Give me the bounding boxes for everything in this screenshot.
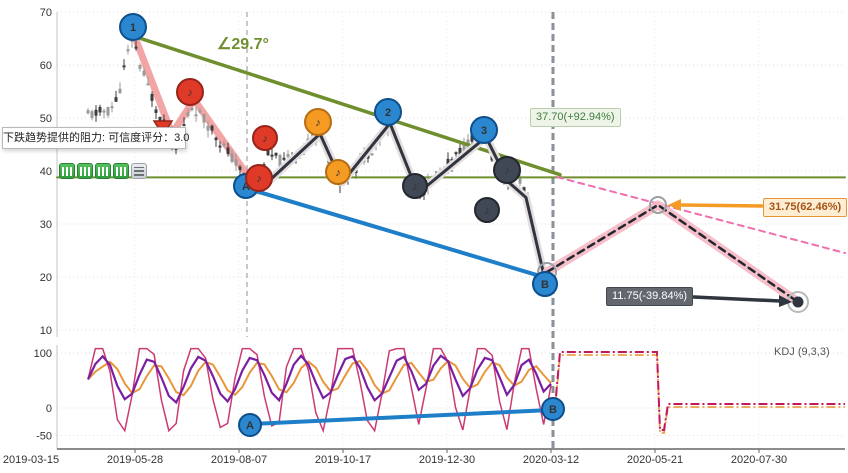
mini-kline-glyph: [116, 166, 126, 176]
target-down-arrow: [692, 295, 792, 307]
marker-label: A: [242, 181, 250, 193]
end-dot: [792, 296, 804, 308]
x-axis-label: 2019-08-07: [211, 454, 267, 466]
x-axis-label: 2020-03-12: [523, 454, 579, 466]
price-zigzag-line-glow: [254, 119, 549, 284]
price-target-mid-badge: 31.75(62.46%): [763, 198, 848, 217]
kdj-projection-magenta: [555, 351, 845, 431]
mini-kline-glyph: [80, 166, 90, 176]
kdj-projection-orange: [555, 354, 845, 434]
marker-label: ♪: [256, 173, 262, 185]
note-orange-low-marker[interactable]: ♪: [325, 159, 351, 185]
note-red-mid-marker[interactable]: ♪: [252, 125, 278, 151]
y-axis-label: 10: [40, 325, 52, 337]
marker-label: A: [246, 420, 254, 432]
mini-kline-glyph: [98, 166, 108, 176]
note-dark-low2-marker[interactable]: ♪: [474, 197, 500, 223]
kdj-k-line: [87, 354, 552, 405]
kdj-indicator-label: KDJ (9,3,3): [774, 346, 830, 358]
kdj-marker-b[interactable]: B: [541, 397, 565, 421]
wave-2-marker[interactable]: 2: [374, 98, 402, 126]
price-target-up-badge: 37.70(+92.94%): [530, 108, 621, 127]
note-red-low-marker[interactable]: ♪: [245, 164, 273, 192]
wave-b-marker[interactable]: B: [532, 271, 558, 297]
x-axis-label: 2019-12-30: [419, 454, 475, 466]
kline-pattern-icon-4[interactable]: [113, 163, 129, 179]
marker-label: ♪: [315, 117, 321, 129]
y-axis-label: 70: [40, 7, 52, 19]
target-mid-arrow: [668, 199, 764, 211]
kline-pattern-icon-3[interactable]: [95, 163, 111, 179]
kdj-y-axis-label: 0: [46, 403, 52, 415]
mini-kline-glyph: [134, 166, 144, 176]
marker-label: ♪: [504, 165, 510, 177]
candlesticks: [86, 28, 550, 286]
note-dark-low1-marker[interactable]: ♪: [402, 173, 428, 199]
note-dark-high-marker[interactable]: ♪: [493, 156, 521, 184]
trendline-angle-label: ∠29.7°: [217, 36, 269, 53]
projection-path-line: [545, 203, 800, 304]
x-axis-label: 2019-05-28: [107, 454, 163, 466]
kdj-marker-a[interactable]: A: [238, 413, 262, 437]
x-axis-label: 2020-07-30: [731, 454, 787, 466]
y-axis-label: 50: [40, 113, 52, 125]
price-target-down-badge: 11.75(-39.84%): [606, 287, 694, 306]
note-orange-high-marker[interactable]: ♪: [304, 108, 332, 136]
projection-fan-line: [556, 176, 846, 254]
ab-trendline[interactable]: [247, 187, 549, 281]
marker-label: 3: [481, 125, 487, 137]
kdj-y-axis-label: 100: [34, 348, 52, 360]
wave-1-marker[interactable]: 1: [119, 13, 147, 41]
marker-label: 1: [130, 22, 136, 34]
marker-label: ♪: [335, 167, 341, 179]
x-axis-label: 2019-10-17: [315, 454, 371, 466]
kline-pattern-icon-2[interactable]: [77, 163, 93, 179]
kline-pattern-icon-1[interactable]: [59, 163, 75, 179]
marker-label: ♪: [412, 181, 418, 193]
kdj-y-axis-label: -50: [36, 431, 52, 443]
x-axis-label: 2020-05-21: [627, 454, 683, 466]
marker-label: B: [549, 404, 557, 416]
marker-label: ♪: [187, 87, 193, 99]
x-axis-label: 2019-03-15: [3, 454, 59, 466]
y-axis-label: 20: [40, 272, 52, 284]
y-axis-label: 60: [40, 60, 52, 72]
kdj-ab-trendline[interactable]: [250, 408, 553, 426]
y-axis-label: 30: [40, 219, 52, 231]
gridlines: [57, 11, 845, 449]
kline-pattern-icon-5[interactable]: [131, 163, 147, 179]
marker-label: ♪: [262, 133, 268, 145]
note-red-peak-marker[interactable]: ♪: [176, 78, 204, 106]
marker-label: ♪: [484, 205, 490, 217]
pattern-icon-row: [59, 163, 147, 179]
impulse-decline-line[interactable]: [129, 28, 262, 194]
mini-kline-glyph: [62, 166, 72, 176]
marker-label: 2: [385, 107, 391, 119]
kdj-d-line: [87, 359, 552, 397]
trend-resistance-tooltip: 下跌趋势提供的阻力: 可信度评分：3.0: [2, 127, 189, 149]
wave-3-marker[interactable]: 3: [470, 116, 498, 144]
marker-label: B: [541, 279, 549, 291]
projection-ring: [649, 196, 667, 214]
y-axis-label: 40: [40, 166, 52, 178]
